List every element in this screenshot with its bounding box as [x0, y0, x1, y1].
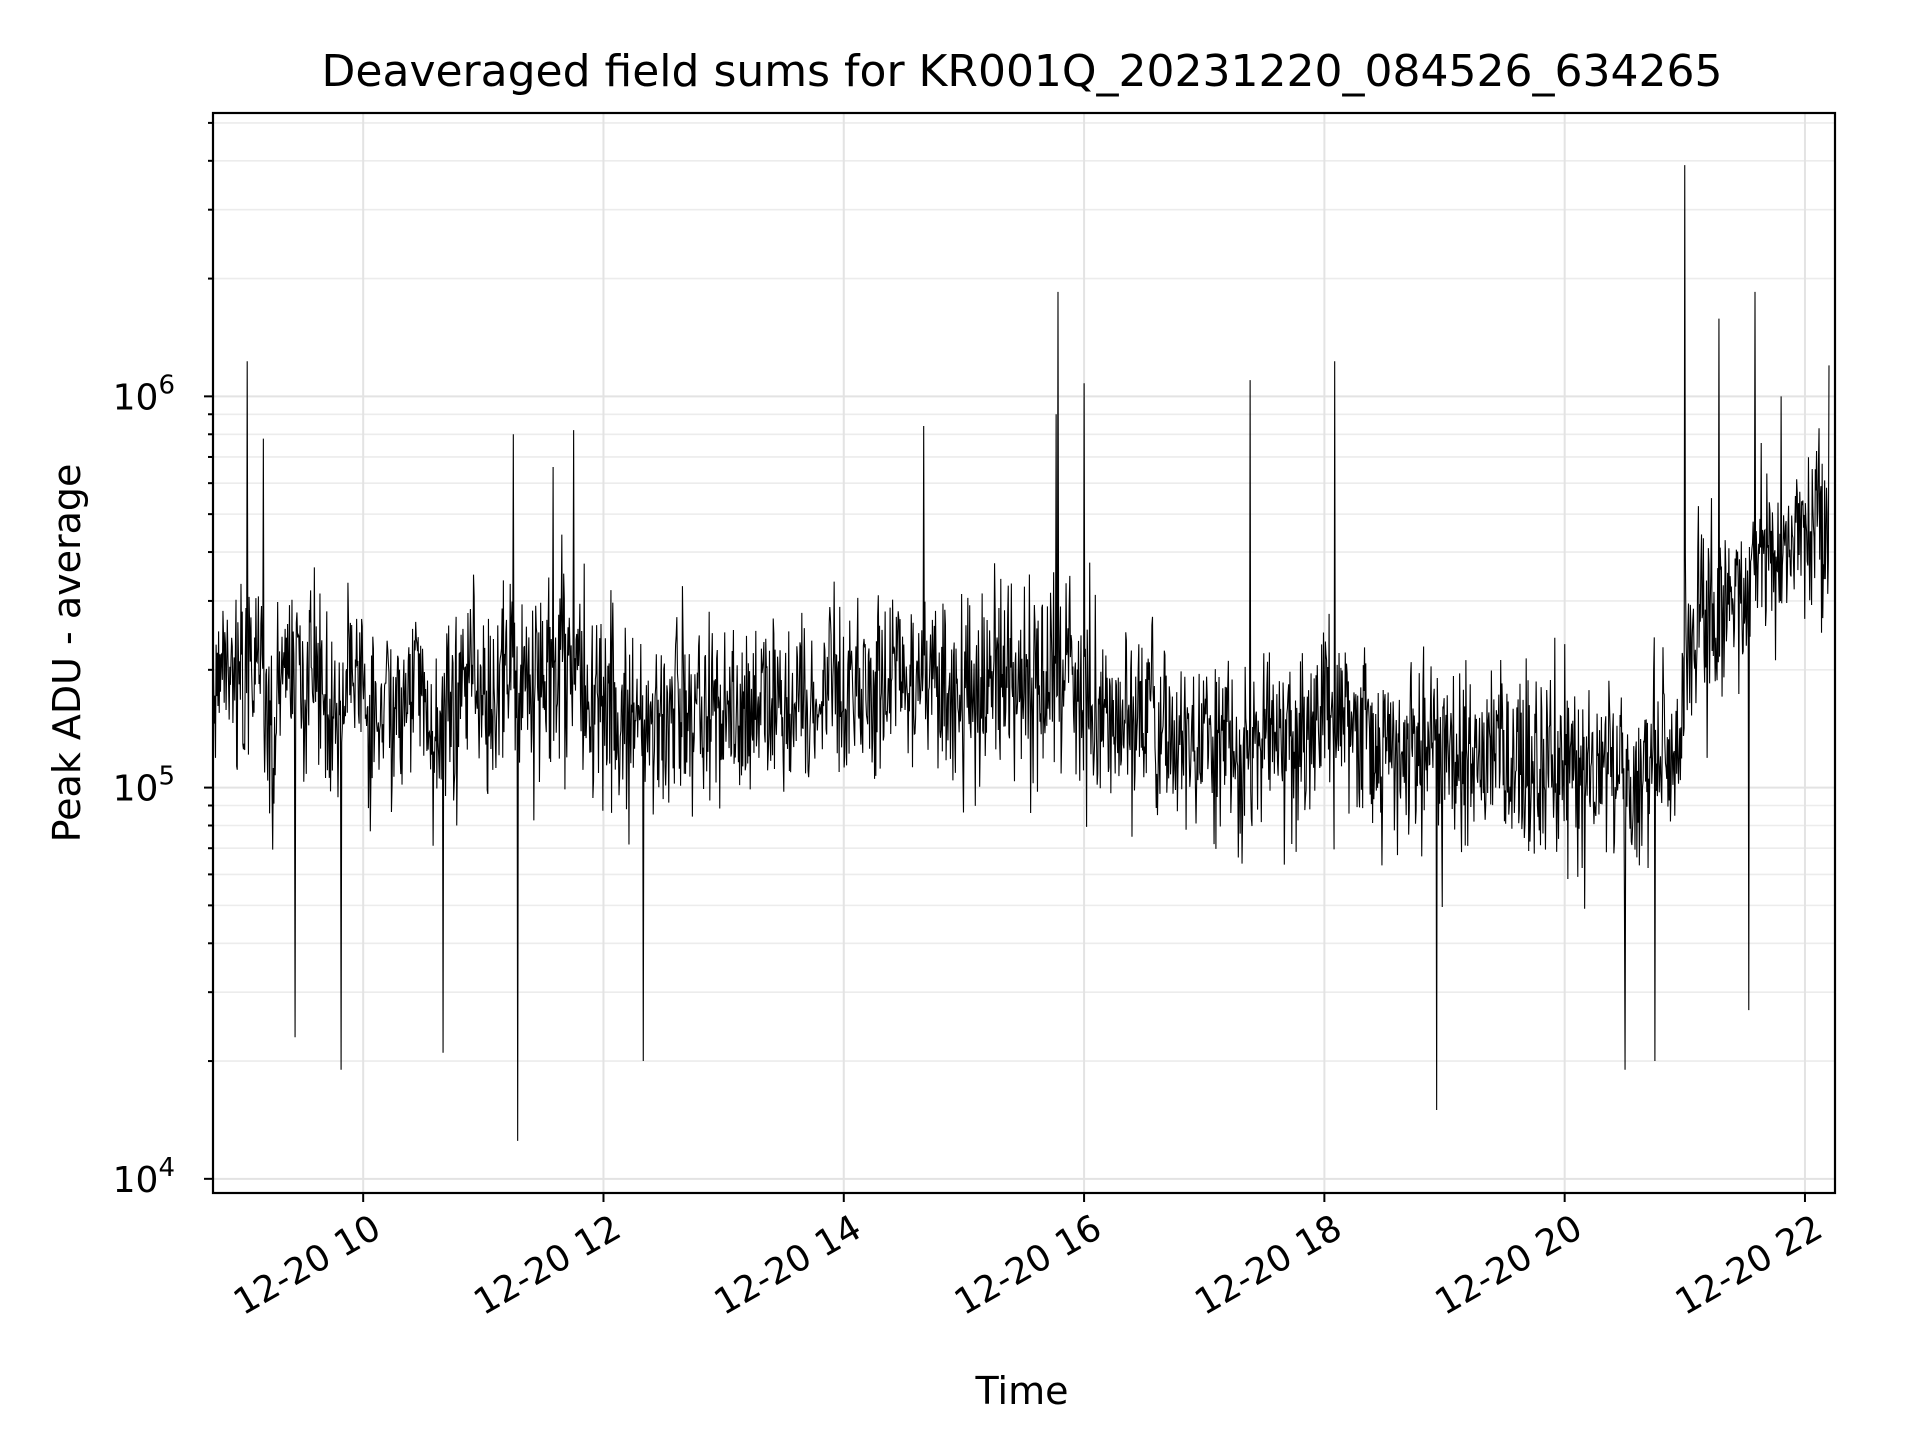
series-line-group: [212, 165, 1830, 1141]
y-axis-label: Peak ADU - average: [45, 464, 89, 843]
y-tick-label: 106: [113, 370, 175, 418]
y-tick-label: 104: [113, 1153, 175, 1201]
series-line: [212, 165, 1830, 1141]
plot-area-frame: [211, 111, 1837, 1195]
x-axis-label: Time: [975, 1369, 1069, 1413]
y-tick-label: 105: [113, 762, 175, 810]
y-axis: 104 105 106: [113, 121, 213, 1201]
chart-title: Deaveraged field sums for KR001Q_2023122…: [322, 46, 1723, 97]
